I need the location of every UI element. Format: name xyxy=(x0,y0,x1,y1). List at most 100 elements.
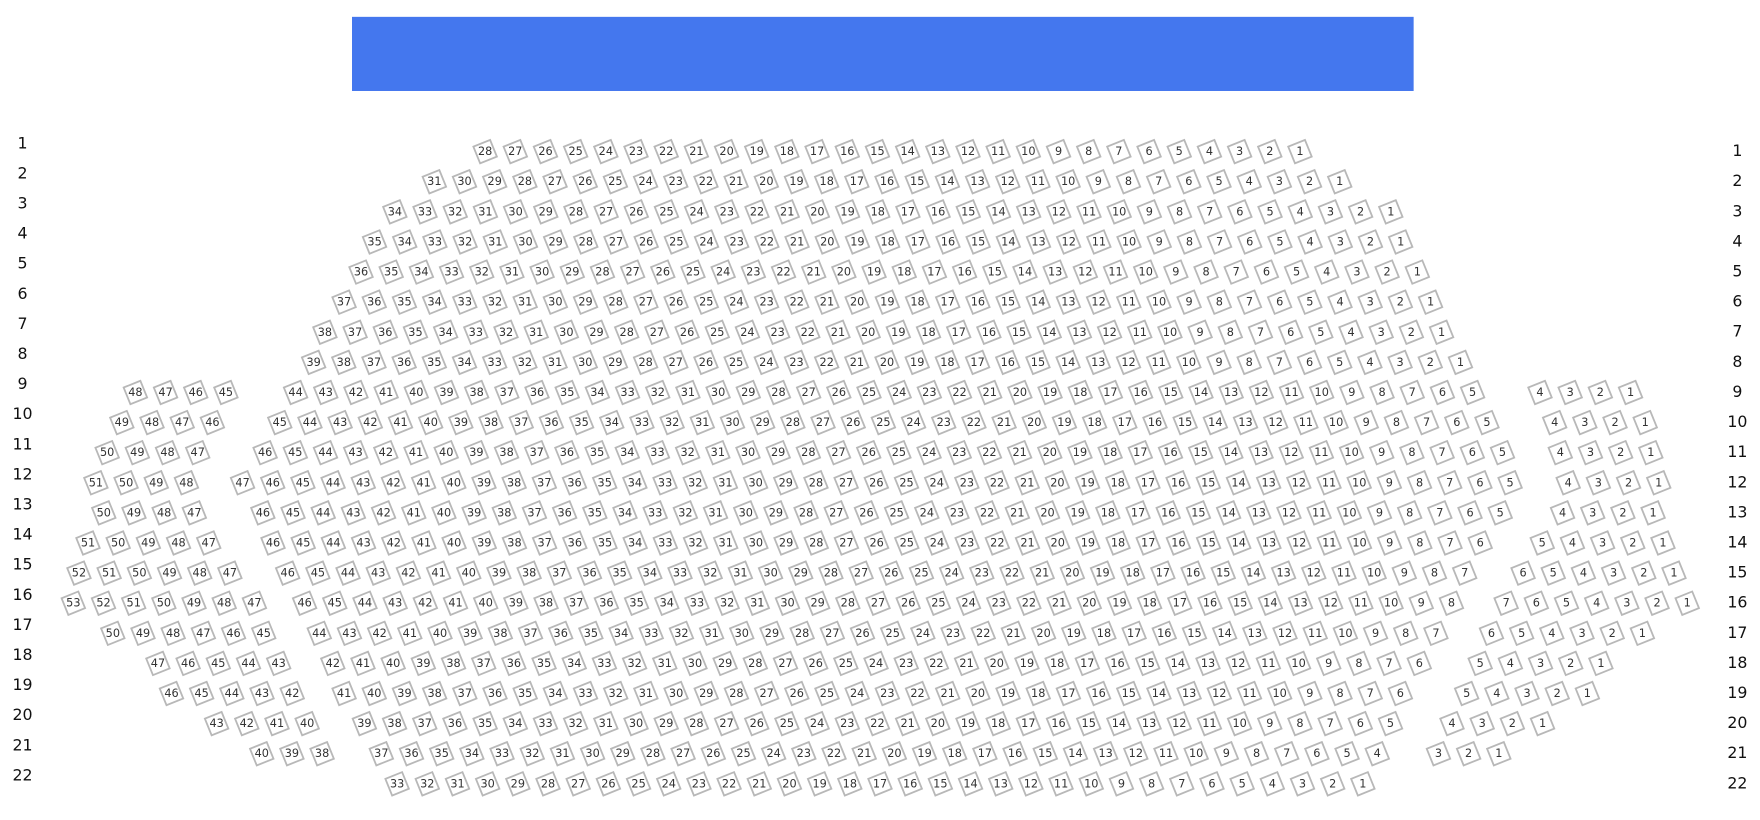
seat-number[interactable]: 24 xyxy=(916,627,930,640)
seat-number[interactable]: 2 xyxy=(1329,777,1336,790)
seat-number[interactable]: 32 xyxy=(448,205,462,218)
seat[interactable]: 6 xyxy=(1523,590,1550,617)
seat-number[interactable]: 22 xyxy=(976,627,990,640)
seat[interactable]: 27 xyxy=(833,469,860,496)
seat-number[interactable]: 10 xyxy=(1384,597,1398,610)
seat[interactable]: 30 xyxy=(502,198,529,225)
seat[interactable]: 4 xyxy=(1570,560,1597,586)
seat[interactable]: 10 xyxy=(1346,469,1373,496)
seat-number[interactable]: 45 xyxy=(328,597,342,610)
seat-number[interactable]: 28 xyxy=(541,777,555,790)
seat-number[interactable]: 18 xyxy=(1111,476,1125,489)
seat-number[interactable]: 15 xyxy=(1191,506,1205,519)
seat[interactable]: 24 xyxy=(693,229,720,255)
seat-number[interactable]: 39 xyxy=(463,627,477,640)
seat[interactable]: 7 xyxy=(1196,198,1223,225)
seat-number[interactable]: 1 xyxy=(1584,687,1591,700)
seat[interactable]: 25 xyxy=(908,560,935,586)
seat[interactable]: 23 xyxy=(954,530,981,556)
seat-number[interactable]: 39 xyxy=(467,506,481,519)
seat[interactable]: 27 xyxy=(502,138,529,165)
seat[interactable]: 26 xyxy=(855,439,882,466)
seat-number[interactable]: 3 xyxy=(1367,296,1374,309)
seat[interactable]: 33 xyxy=(532,710,559,737)
seat-number[interactable]: 1 xyxy=(1336,175,1343,188)
seat[interactable]: 4 xyxy=(1538,620,1565,647)
seat[interactable]: 10 xyxy=(1346,530,1373,556)
seat-number[interactable]: 27 xyxy=(599,205,613,218)
seat[interactable]: 13 xyxy=(1241,620,1268,647)
seat[interactable]: 28 xyxy=(589,259,616,285)
seat-number[interactable]: 19 xyxy=(1057,416,1071,429)
seat-number[interactable]: 22 xyxy=(820,356,834,369)
seat[interactable]: 40 xyxy=(427,620,453,647)
seat[interactable]: 2 xyxy=(1619,530,1646,556)
seat-number[interactable]: 34 xyxy=(618,506,632,519)
seat-number[interactable]: 31 xyxy=(704,627,718,640)
seat[interactable]: 13 xyxy=(1066,319,1093,346)
seat[interactable]: 23 xyxy=(783,349,810,376)
seat[interactable]: 37 xyxy=(508,409,535,436)
seat[interactable]: 12 xyxy=(1317,590,1344,617)
seat-number[interactable]: 6 xyxy=(1306,356,1313,369)
seat-number[interactable]: 23 xyxy=(922,386,936,399)
seat-number[interactable]: 13 xyxy=(1261,476,1275,489)
seat-number[interactable]: 43 xyxy=(333,416,347,429)
seat-number[interactable]: 5 xyxy=(1343,747,1350,760)
seat-number[interactable]: 10 xyxy=(1329,416,1343,429)
seat-number[interactable]: 2 xyxy=(1465,747,1472,760)
seat-number[interactable]: 2 xyxy=(1640,567,1647,580)
seat-number[interactable]: 17 xyxy=(1131,506,1145,519)
seat[interactable]: 52 xyxy=(66,560,92,586)
seat-number[interactable]: 29 xyxy=(659,717,673,730)
seat-number[interactable]: 25 xyxy=(892,446,906,459)
seat[interactable]: 8 xyxy=(1217,319,1244,346)
seat[interactable]: 40 xyxy=(417,409,444,436)
seat-number[interactable]: 23 xyxy=(950,506,964,519)
seat[interactable]: 18 xyxy=(941,740,968,767)
seat[interactable]: 29 xyxy=(804,590,831,617)
seat-number[interactable]: 33 xyxy=(690,597,704,610)
seat-number[interactable]: 37 xyxy=(523,627,537,640)
seat-number[interactable]: 35 xyxy=(588,506,602,519)
seat-number[interactable]: 29 xyxy=(565,266,579,279)
seat-number[interactable]: 8 xyxy=(1148,777,1155,790)
seat[interactable]: 18 xyxy=(836,770,863,797)
seat-number[interactable]: 11 xyxy=(1299,416,1313,429)
seat-number[interactable]: 30 xyxy=(508,205,522,218)
seat[interactable]: 37 xyxy=(517,620,544,647)
seat[interactable]: 29 xyxy=(481,168,508,195)
seat[interactable]: 38 xyxy=(381,710,408,737)
seat[interactable]: 30 xyxy=(728,620,755,647)
seat-number[interactable]: 15 xyxy=(1201,476,1215,489)
seat-number[interactable]: 28 xyxy=(809,476,823,489)
seat-number[interactable]: 24 xyxy=(759,356,773,369)
seat[interactable]: 11 xyxy=(1316,469,1342,496)
seat-number[interactable]: 2 xyxy=(1653,597,1660,610)
seat[interactable]: 5 xyxy=(1467,650,1494,677)
seat-number[interactable]: 9 xyxy=(1363,416,1370,429)
seat[interactable]: 46 xyxy=(220,620,247,647)
seat-number[interactable]: 46 xyxy=(256,506,270,519)
seat-number[interactable]: 44 xyxy=(341,567,355,580)
seat[interactable]: 24 xyxy=(900,409,927,436)
seat-number[interactable]: 36 xyxy=(599,597,613,610)
seat-number[interactable]: 28 xyxy=(771,386,785,399)
seat[interactable]: 18 xyxy=(1044,650,1071,677)
seat[interactable]: 33 xyxy=(667,560,693,586)
seat[interactable]: 20 xyxy=(814,229,841,255)
seat[interactable]: 50 xyxy=(105,530,132,556)
seat-number[interactable]: 11 xyxy=(1151,356,1165,369)
seat-number[interactable]: 37 xyxy=(569,597,583,610)
seat-number[interactable]: 11 xyxy=(1242,687,1256,700)
seat[interactable]: 33 xyxy=(572,680,599,707)
seat[interactable]: 11 xyxy=(1196,710,1223,737)
seat-number[interactable]: 4 xyxy=(1580,567,1587,580)
seat-number[interactable]: 35 xyxy=(435,747,449,760)
seat-number[interactable]: 45 xyxy=(288,446,302,459)
seat[interactable]: 29 xyxy=(542,229,569,255)
seat-number[interactable]: 4 xyxy=(1323,266,1330,279)
seat[interactable]: 13 xyxy=(1195,650,1221,677)
seat[interactable]: 34 xyxy=(432,319,459,346)
seat[interactable]: 14 xyxy=(985,198,1012,225)
